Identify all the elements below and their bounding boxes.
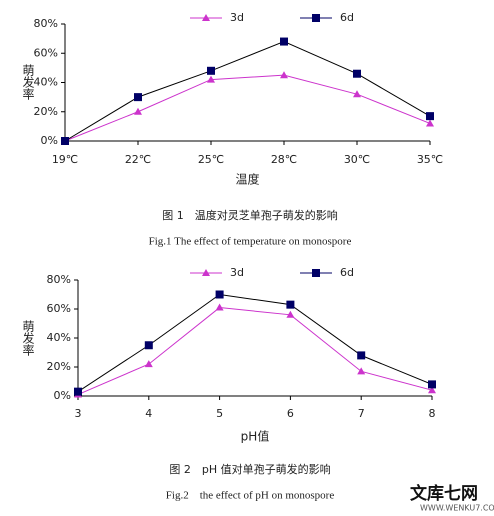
y-tick-label: 20% [34,105,58,118]
marker [215,303,224,311]
marker [61,137,69,145]
x-tick-label: 30℃ [344,153,370,166]
y-tick-label: 60% [47,302,71,315]
x-tick-label: 5 [216,407,223,420]
x-tick-label: 4 [145,407,152,420]
y-axis-label: 萌发率 [21,320,35,356]
series-line [64,41,431,142]
series-line [77,293,433,393]
legend-label: 3d [230,266,244,279]
x-tick-label: 3 [75,407,82,420]
marker [207,75,215,83]
x-tick-label: 6 [287,407,294,420]
marker [280,37,288,46]
marker [426,119,434,127]
marker [286,310,295,318]
marker [144,360,153,368]
x-tick-label: 25℃ [198,153,224,166]
legend-marker [312,269,320,277]
marker [215,290,224,299]
legend-label: 3d [230,11,244,24]
y-tick-label: 80% [34,17,58,30]
y-tick-label: 40% [34,76,58,89]
x-axis-label: pH值 [241,429,270,444]
marker [357,351,366,360]
caption: 图 1 温度对灵芝单孢子萌发的影响 [162,208,338,222]
logo-url: WWW.WENKU7.COM [420,504,494,513]
caption-en: Fig.1 The effect of temperature on monos… [149,236,352,248]
marker [353,90,361,98]
y-axis-label: 萌发率 [21,64,35,100]
legend-marker [312,14,320,22]
marker [357,367,366,375]
marker [286,300,295,309]
x-tick-label: 19℃ [52,153,78,166]
y-tick-label: 60% [34,46,58,59]
legend-marker [202,269,210,276]
caption: 图 2 pH 值对单孢子萌发的影响 [169,462,330,476]
marker [134,107,142,115]
series-line [64,74,431,142]
x-tick-label: 35℃ [417,153,443,166]
marker [134,93,142,102]
y-tick-label: 40% [47,331,71,344]
marker [428,380,436,389]
legend-label: 6d [340,11,354,24]
y-tick-label: 20% [47,360,71,373]
marker [280,71,288,79]
marker [144,341,153,350]
legend-label: 6d [340,266,354,279]
logo-name: 文库七网 [410,483,478,504]
y-tick-label: 0% [41,134,58,147]
marker [353,69,361,78]
series-line [77,307,433,396]
marker [207,66,215,75]
x-tick-label: 7 [358,407,365,420]
caption-en: Fig.2 the effect of pH on monospore [166,490,335,502]
x-axis-label: 温度 [235,172,259,187]
x-tick-label: 22℃ [125,153,151,166]
x-tick-label: 8 [429,407,436,420]
y-tick-label: 0% [54,389,71,402]
marker [428,386,436,394]
y-tick-label: 80% [47,273,71,286]
x-tick-label: 28℃ [271,153,297,166]
legend-marker [202,14,210,21]
marker [426,112,434,121]
marker [74,387,82,396]
